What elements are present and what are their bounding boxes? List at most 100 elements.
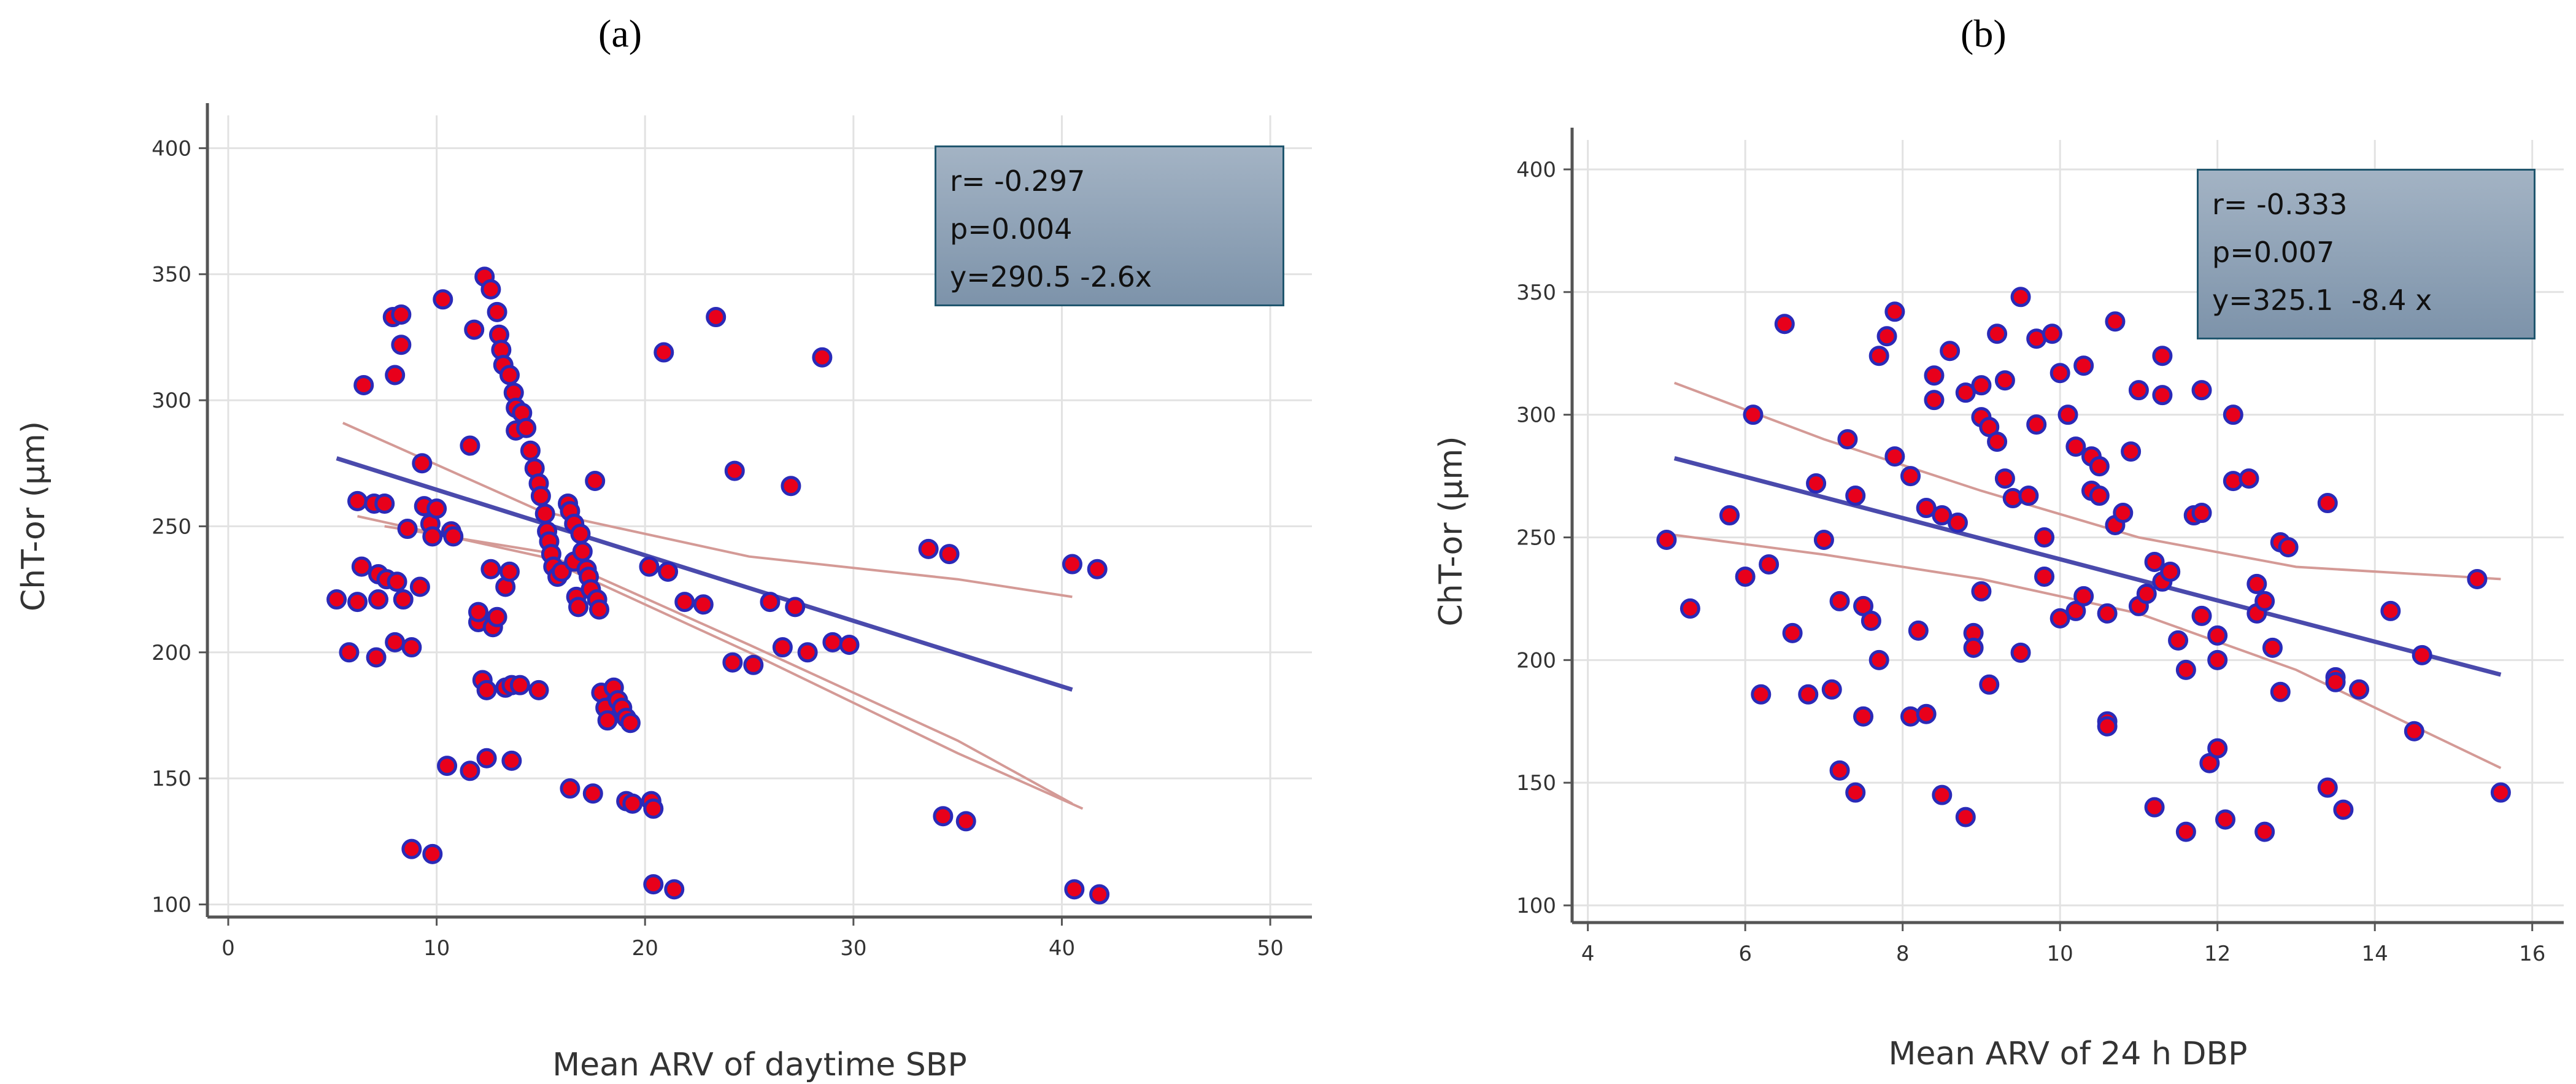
- data-point: [760, 592, 781, 613]
- y-tick-label: 400: [152, 136, 191, 161]
- y-tick-label: 150: [152, 767, 191, 791]
- y-tick-label: 400: [1516, 158, 1556, 182]
- y-tick-label: 350: [152, 263, 191, 287]
- data-point: [347, 592, 368, 613]
- data-point: [351, 556, 372, 577]
- data-point: [1679, 598, 1700, 619]
- data-point: [2207, 738, 2228, 759]
- data-point: [409, 576, 430, 597]
- data-point: [2105, 311, 2126, 332]
- y-tick-label: 100: [152, 892, 191, 917]
- data-point: [385, 632, 406, 652]
- data-point: [2065, 436, 2086, 457]
- ci-upper-curve: [1673, 381, 2501, 581]
- y-tick-label: 100: [1516, 894, 1556, 918]
- data-point: [2223, 405, 2243, 425]
- data-point: [2089, 486, 2110, 506]
- data-point: [1087, 559, 1108, 579]
- data-point: [401, 637, 422, 658]
- data-point: [464, 319, 485, 340]
- data-point: [664, 879, 685, 900]
- data-point: [2050, 608, 2070, 629]
- data-point: [516, 417, 537, 438]
- data-point: [570, 524, 591, 544]
- data-point: [476, 748, 497, 768]
- data-point: [366, 647, 387, 668]
- panel-label-b: (b): [1961, 12, 2007, 55]
- stat-p-b: p=0.007: [2212, 236, 2335, 269]
- data-point: [528, 679, 549, 700]
- data-point: [1798, 684, 1819, 705]
- data-point: [1979, 674, 2000, 695]
- y-tick-label: 300: [152, 389, 191, 413]
- data-point: [1719, 505, 1740, 526]
- data-point: [509, 675, 530, 695]
- data-point: [1062, 554, 1082, 575]
- data-point: [2254, 590, 2275, 611]
- data-point: [1971, 375, 1992, 396]
- x-tick-label: 20: [632, 936, 658, 961]
- data-point: [2175, 821, 2196, 842]
- data-point: [487, 301, 507, 322]
- stats-box-a: r= -0.297 p=0.004 y=290.5 -2.6x: [935, 145, 1284, 306]
- data-point: [1955, 382, 1976, 403]
- data-point: [480, 559, 501, 579]
- data-point: [2246, 573, 2267, 594]
- data-point: [2113, 503, 2134, 524]
- data-point: [781, 476, 801, 497]
- data-point: [2168, 630, 2189, 651]
- data-point: [1089, 884, 1110, 905]
- data-point: [658, 561, 679, 582]
- data-point: [1829, 590, 1850, 611]
- x-tick-label: 10: [2047, 942, 2073, 966]
- data-point: [2152, 385, 2173, 406]
- ci-lower-curve-2: [384, 525, 1073, 805]
- data-point: [1900, 466, 1921, 487]
- data-point: [501, 750, 522, 771]
- data-point: [568, 597, 589, 617]
- data-point: [1656, 529, 1677, 550]
- data-point: [2042, 323, 2062, 344]
- data-point: [2097, 716, 2118, 737]
- data-point: [639, 556, 660, 577]
- data-point: [443, 526, 464, 547]
- x-tick-label: 10: [423, 936, 450, 961]
- x-tick-label: 4: [1581, 942, 1595, 966]
- data-point: [1774, 314, 1795, 335]
- data-point: [2490, 782, 2511, 803]
- data-point: [588, 599, 609, 620]
- data-point: [597, 710, 618, 731]
- data-point: [2010, 642, 2031, 663]
- data-point: [2239, 468, 2259, 489]
- data-point: [1955, 807, 1976, 827]
- data-point: [1924, 365, 1945, 386]
- data-point: [2404, 721, 2424, 741]
- data-point: [437, 756, 458, 776]
- data-point: [839, 634, 860, 655]
- ci-lower-curve: [1674, 533, 2502, 770]
- data-point: [2325, 672, 2346, 692]
- data-point: [2152, 346, 2173, 366]
- data-point: [326, 589, 347, 610]
- data-point: [2412, 645, 2432, 665]
- data-point: [460, 435, 480, 456]
- data-point: [353, 374, 374, 395]
- y-tick-label: 350: [1516, 281, 1556, 305]
- data-point: [1994, 370, 2015, 391]
- stat-p-a: p=0.004: [950, 212, 1073, 246]
- y-tick-label: 250: [152, 514, 191, 539]
- data-point: [2191, 605, 2212, 626]
- x-axis-title: Mean ARV of 24 h DBP: [1888, 1036, 2247, 1072]
- x-tick-label: 40: [1049, 936, 1075, 961]
- data-point: [620, 713, 641, 734]
- data-point: [1759, 554, 1780, 575]
- data-point: [2317, 777, 2338, 798]
- data-point: [412, 453, 433, 474]
- data-point: [1916, 498, 1937, 519]
- data-point: [2136, 583, 2157, 604]
- data-point: [2380, 600, 2401, 621]
- data-point: [1987, 432, 2008, 452]
- data-point: [622, 793, 643, 814]
- data-point: [2050, 363, 2070, 384]
- y-tick-label: 200: [1516, 648, 1556, 673]
